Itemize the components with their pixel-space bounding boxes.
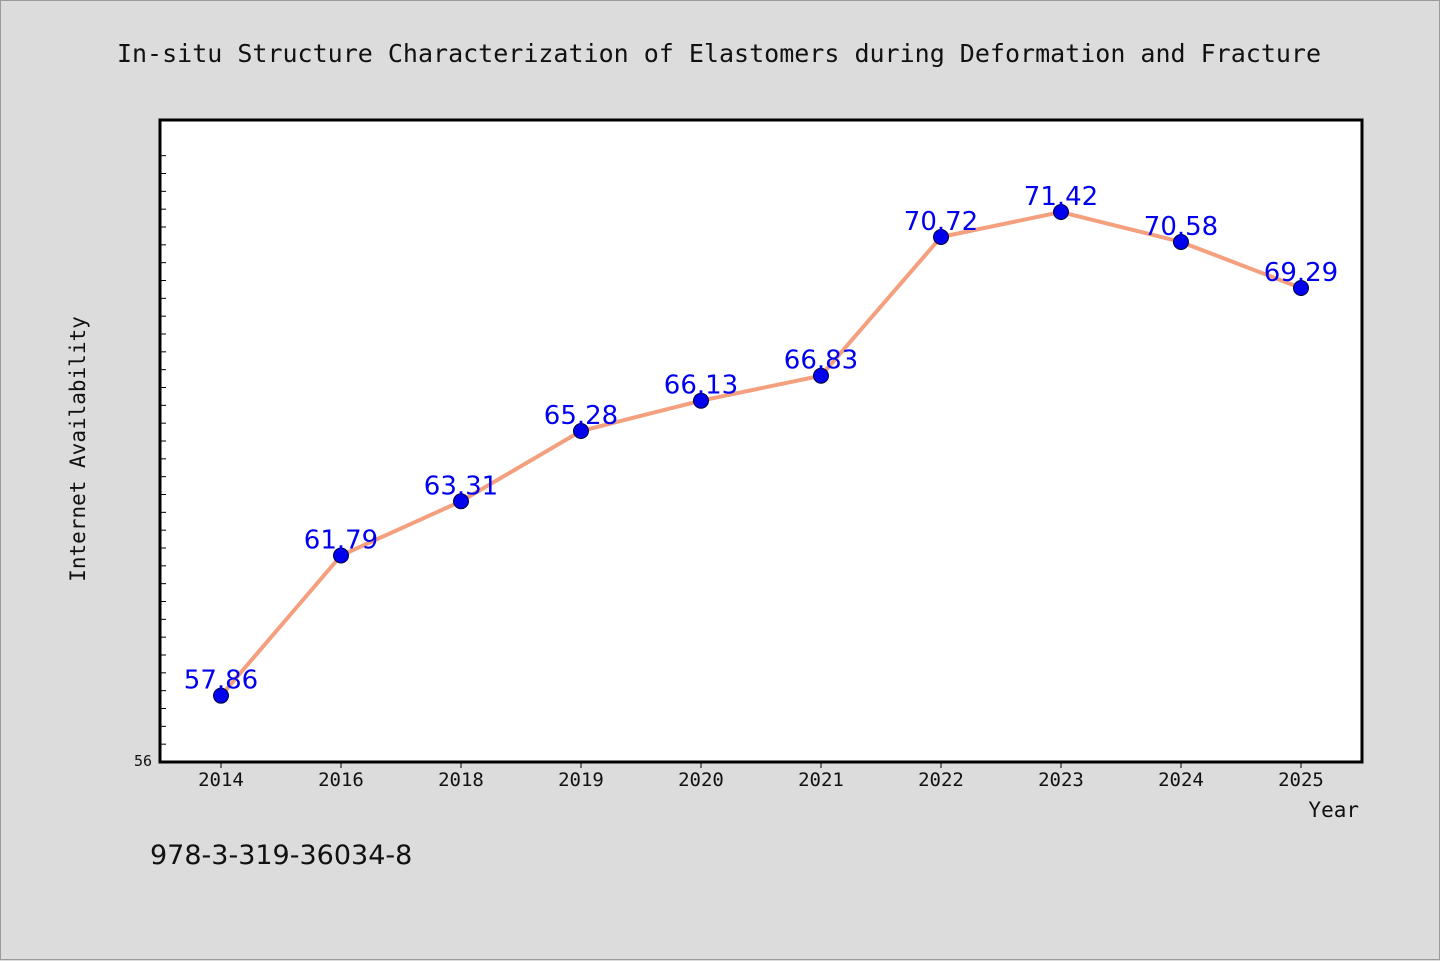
data-labels: 57.86 61.79 63.31 65.28 66.13 66.83 70.72 71.42… <box>184 182 1338 696</box>
data-point <box>813 367 829 384</box>
y-tick-label: 56 <box>134 752 152 770</box>
x-tick-label: 2023 <box>1038 769 1084 791</box>
data-point <box>213 687 229 704</box>
data-label: 65.28 <box>544 401 618 431</box>
data-label: 71.42 <box>1024 182 1098 212</box>
data-point <box>333 547 349 564</box>
x-axis-ticks: 2014 2016 2018 2019 2020 2021 2022 2023 2024 2025 <box>198 762 1324 791</box>
x-tick-label: 2022 <box>918 769 964 791</box>
series-line-group <box>219 210 1302 697</box>
chart-title: In-situ Structure Characterization of El… <box>117 39 1321 68</box>
data-label: 70.72 <box>904 207 978 237</box>
data-label: 57.86 <box>184 666 258 696</box>
data-label: 63.31 <box>424 471 498 501</box>
data-label: 66.83 <box>784 346 858 376</box>
x-axis-label: Year <box>1308 798 1359 822</box>
isbn-annotation: 978-3-319-36034-8 <box>150 840 412 871</box>
x-tick-label: 2016 <box>318 769 364 791</box>
data-label: 70.58 <box>1144 212 1218 242</box>
data-point <box>1293 279 1309 296</box>
data-point <box>693 392 709 409</box>
series-line <box>219 210 1302 697</box>
y-axis-label: Internet Availability <box>66 316 90 582</box>
data-label: 69.29 <box>1264 258 1338 288</box>
x-tick-label: 2018 <box>438 769 484 791</box>
y-axis-ticks <box>160 155 166 745</box>
x-tick-label: 2025 <box>1278 769 1324 791</box>
data-point <box>1173 233 1189 250</box>
x-tick-label: 2020 <box>678 769 724 791</box>
plot-area <box>158 118 1364 764</box>
data-point <box>1053 204 1069 221</box>
data-point <box>933 228 949 245</box>
data-points <box>213 204 1309 704</box>
x-tick-label: 2019 <box>558 769 604 791</box>
data-label: 66.13 <box>664 371 738 401</box>
data-point <box>453 493 469 510</box>
data-point <box>573 423 589 440</box>
x-tick-label: 2021 <box>798 769 844 791</box>
x-tick-label: 2014 <box>198 769 244 791</box>
x-tick-label: 2024 <box>1158 769 1204 791</box>
data-label: 61.79 <box>304 525 378 555</box>
